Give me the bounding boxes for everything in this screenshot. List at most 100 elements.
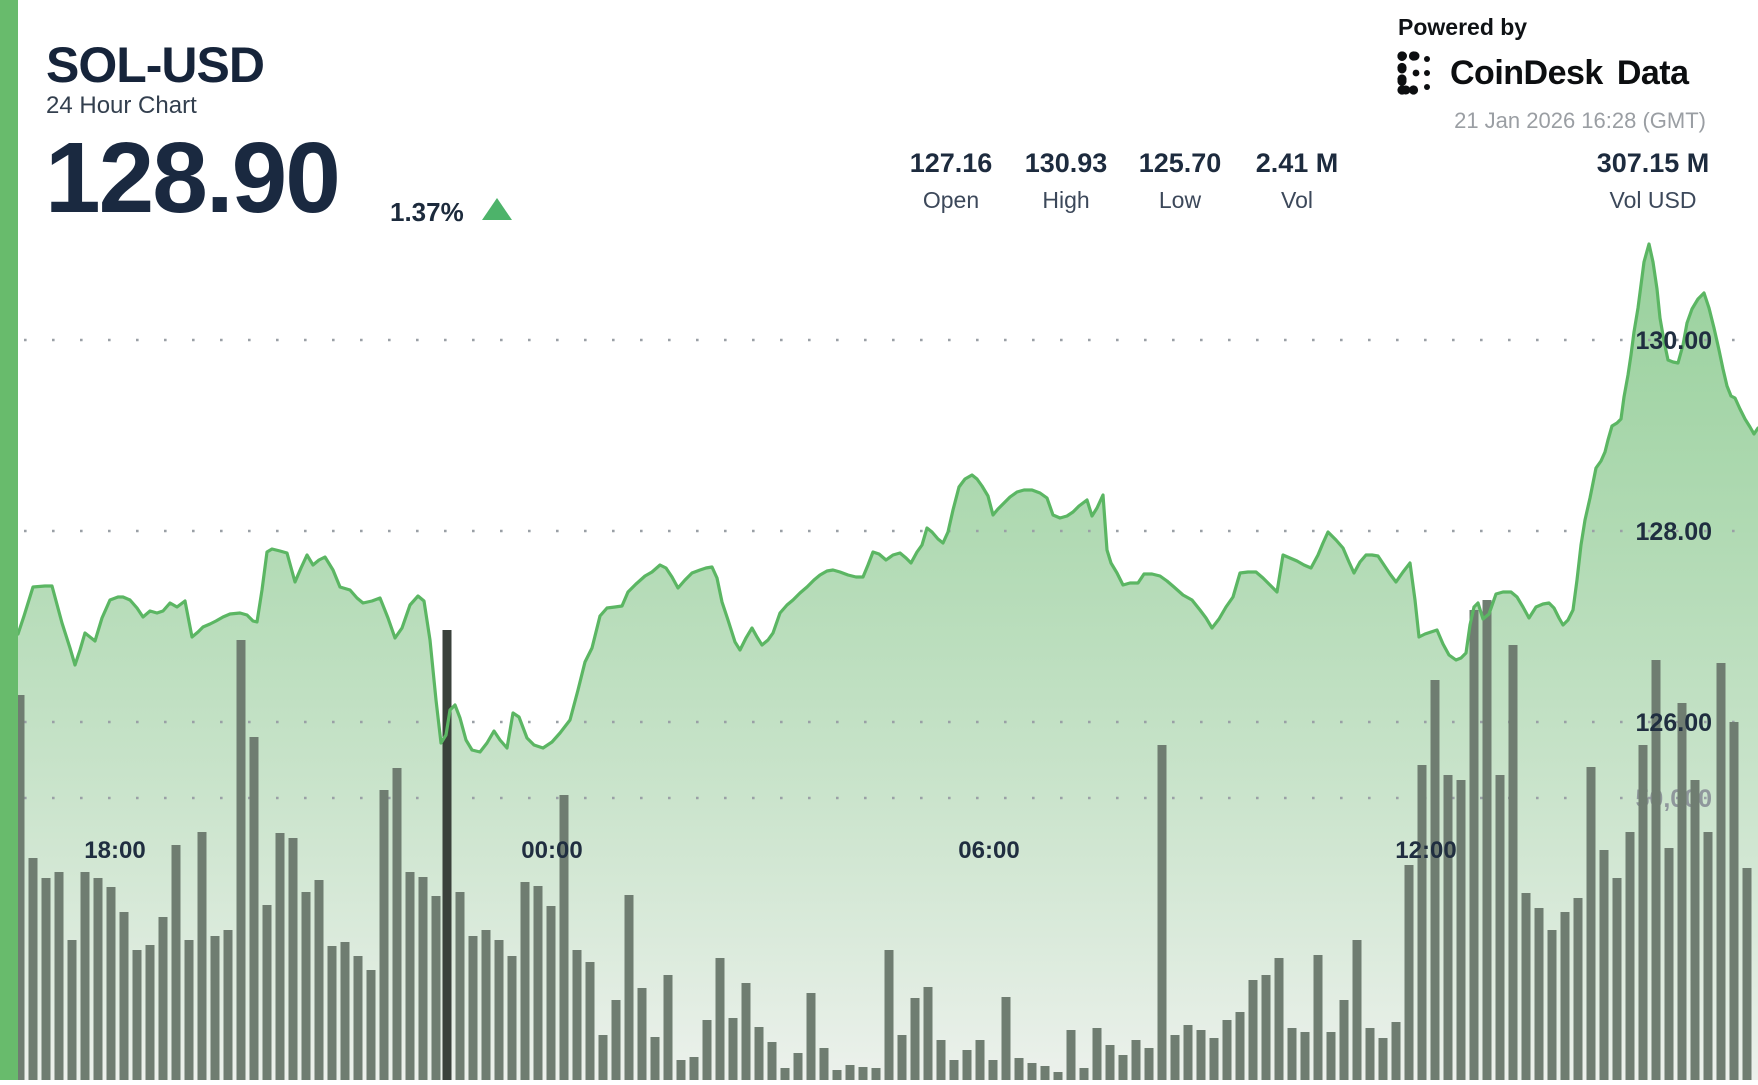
volume-bar <box>1664 848 1674 1080</box>
volume-bar <box>975 1040 985 1080</box>
volume-bar <box>132 950 142 1080</box>
volume-bar <box>197 832 207 1080</box>
volume-bar <box>1313 955 1323 1080</box>
volume-bar <box>1274 958 1284 1080</box>
volume-bar <box>923 987 933 1080</box>
price-axis-label-126.00: 126.00 <box>1636 709 1712 737</box>
volume-bar <box>1391 1022 1401 1080</box>
volume-bar <box>1365 1028 1375 1080</box>
chart-timestamp: 21 Jan 2026 16:28 (GMT) <box>1454 108 1706 133</box>
volume-bar <box>988 1060 998 1080</box>
volume-bar <box>936 1040 946 1080</box>
volume-bar <box>1521 893 1531 1080</box>
stat-high-label: High <box>1042 187 1090 213</box>
volume-bar <box>106 887 116 1080</box>
volume-bar <box>1157 745 1167 1080</box>
volume-bar <box>236 640 246 1080</box>
volume-bar <box>1066 1030 1076 1080</box>
volume-bar <box>67 940 77 1080</box>
price-line <box>16 242 1758 754</box>
stat-low-label: Low <box>1158 187 1202 213</box>
volume-bar <box>1105 1045 1115 1080</box>
volume-bar <box>1352 940 1362 1080</box>
volume-bar <box>379 790 389 1080</box>
volume-bar <box>210 936 220 1080</box>
volume-bar <box>1014 1058 1024 1080</box>
volume-bar <box>546 906 556 1080</box>
volume-bar <box>559 795 569 1080</box>
volume-bar <box>624 895 634 1080</box>
volume-bar <box>1482 600 1492 1080</box>
volume-bar <box>741 983 751 1080</box>
volume-bar <box>353 956 363 1080</box>
volume-bar <box>1651 660 1661 1080</box>
volume-bar <box>418 877 428 1080</box>
volume-bar <box>275 833 285 1080</box>
volume-bar <box>897 1035 907 1080</box>
volume-bar <box>533 886 543 1080</box>
volume-bar <box>80 872 90 1080</box>
time-axis-label-12:00: 12:00 <box>1395 837 1456 864</box>
volume-bar <box>702 1020 712 1080</box>
volume-bar <box>1599 850 1609 1080</box>
volume-bar <box>1183 1025 1193 1080</box>
stat-open-label: Open <box>922 187 980 213</box>
volume-bar <box>637 988 647 1080</box>
volume-bar <box>41 878 51 1080</box>
volume-bar <box>910 998 920 1080</box>
volume-bar <box>1495 775 1505 1080</box>
volume-bar <box>1378 1038 1388 1080</box>
volume-bar <box>1144 1048 1154 1080</box>
volume-bar <box>1404 865 1414 1080</box>
volume-bar <box>754 1027 764 1080</box>
volume-bar <box>405 872 415 1080</box>
stat-open-value: 127.16 <box>909 148 993 178</box>
stat-low-value: 125.70 <box>1138 148 1222 178</box>
stat-high: 130.93 High <box>1025 148 1108 214</box>
volume-bar <box>1417 765 1427 1080</box>
brand-name-main: CoinDesk <box>1450 53 1603 92</box>
price-axis-label-128.00: 128.00 <box>1636 518 1712 546</box>
volume-bar <box>1261 975 1271 1080</box>
volume-bar <box>145 945 155 1080</box>
volume-bar <box>1716 663 1726 1080</box>
chart-subtitle: 24 Hour Chart <box>46 92 197 119</box>
stat-vol-label: Vol <box>1281 187 1313 213</box>
volume-bar <box>28 858 38 1080</box>
volume-bar <box>1001 997 1011 1080</box>
volume-bar <box>585 962 595 1080</box>
volume-bar <box>1547 930 1557 1080</box>
volume-bar <box>715 958 725 1080</box>
volume-bar <box>819 1048 829 1080</box>
volume-bar <box>1638 745 1648 1080</box>
volume-bar <box>314 880 324 1080</box>
volume-bar <box>1287 1028 1297 1080</box>
volume-bar <box>366 970 376 1080</box>
powered-by-label: Powered by <box>1398 14 1528 40</box>
volume-bar <box>171 845 181 1080</box>
volume-bar <box>455 892 465 1080</box>
volume-bar <box>689 1057 699 1080</box>
volume-bar <box>650 1037 660 1080</box>
volume-bar <box>1612 878 1622 1080</box>
current-price: 128.90 <box>45 122 341 234</box>
volume-bar <box>288 838 298 1080</box>
price-axis-label-130.00: 130.00 <box>1636 327 1712 355</box>
volume-bar <box>1430 680 1440 1080</box>
symbol-title: SOL-USD <box>46 37 265 93</box>
volume-bar <box>572 950 582 1080</box>
volume-bar <box>728 1018 738 1080</box>
volume-bar <box>1235 1012 1245 1080</box>
volume-bar <box>1690 780 1700 1080</box>
volume-bar <box>1092 1028 1102 1080</box>
volume-bar <box>158 917 168 1080</box>
stat-open: 127.16 Open <box>910 148 993 214</box>
volume-bar <box>1170 1035 1180 1080</box>
volume-bar <box>1456 780 1466 1080</box>
volume-bar <box>1339 1000 1349 1080</box>
time-axis-label-00:00: 00:00 <box>521 837 582 864</box>
volume-bar <box>1053 1072 1063 1080</box>
coindesk-logo-icon <box>1397 51 1430 95</box>
